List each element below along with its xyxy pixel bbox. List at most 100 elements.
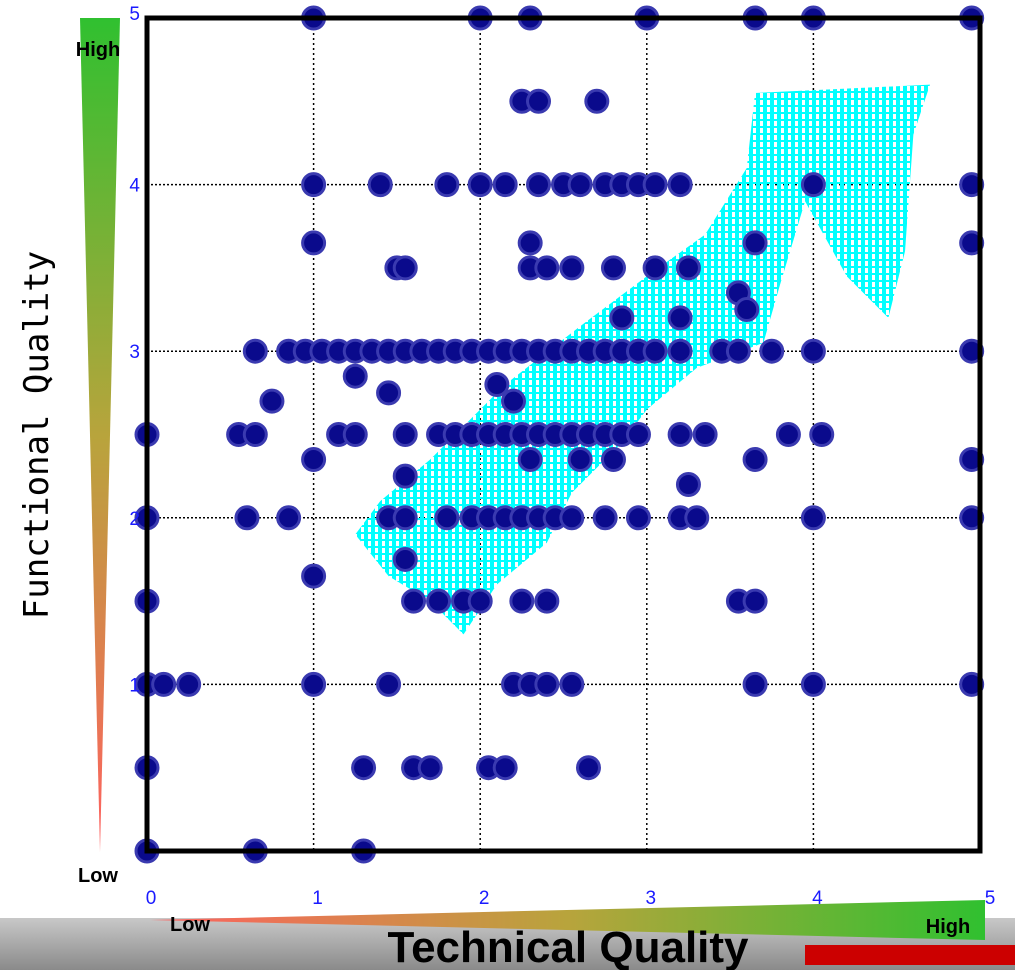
x-scale-wedge (150, 900, 985, 940)
x-tick-label: 5 (985, 888, 996, 909)
data-point (684, 505, 710, 531)
data-point (259, 388, 285, 414)
data-point (517, 230, 543, 256)
data-point (742, 671, 768, 697)
x-axis-title: Technical Quality (387, 923, 749, 970)
data-point (734, 297, 760, 323)
data-point (301, 563, 327, 589)
y-scale-wedge (80, 18, 120, 852)
y-tick-label: 5 (129, 4, 140, 25)
data-point (675, 471, 701, 497)
data-point (534, 671, 560, 697)
x-tick-labels: 0 1 2 3 4 5 (146, 888, 996, 909)
data-point (526, 172, 552, 198)
data-point (800, 172, 826, 198)
data-point (392, 422, 418, 447)
data-point (567, 172, 593, 198)
data-point (559, 255, 585, 281)
data-point (467, 588, 493, 614)
data-point (176, 671, 202, 697)
data-point (509, 588, 535, 614)
x-low-label: Low (170, 914, 210, 936)
footer-accent (805, 945, 1015, 965)
data-point (742, 588, 768, 614)
data-point (392, 546, 418, 572)
data-point (625, 422, 651, 447)
data-point (667, 422, 693, 447)
data-point (959, 446, 985, 472)
data-point (959, 671, 985, 697)
data-point (625, 505, 651, 531)
data-point (301, 172, 327, 198)
data-point (376, 671, 402, 697)
data-point (592, 505, 618, 531)
data-point (959, 505, 985, 531)
data-point (434, 505, 460, 531)
data-point (609, 305, 635, 331)
data-point (959, 172, 985, 198)
data-point (642, 338, 668, 364)
data-point (492, 172, 518, 198)
data-point (584, 88, 610, 114)
x-high-label: High (926, 916, 970, 938)
data-point (800, 505, 826, 531)
data-point (276, 505, 302, 531)
data-point (401, 588, 427, 614)
data-point (809, 422, 835, 447)
data-point (242, 338, 268, 364)
data-point (526, 88, 552, 114)
data-point (742, 446, 768, 472)
data-point (559, 671, 585, 697)
x-tick-label: 4 (812, 888, 823, 909)
data-point (742, 230, 768, 256)
data-point (392, 463, 418, 489)
data-point (342, 363, 368, 389)
data-point (642, 255, 668, 281)
y-high-label: High (76, 39, 120, 61)
data-point (600, 255, 626, 281)
data-point (559, 505, 585, 531)
y-tick-labels: 1 2 3 4 5 (129, 4, 140, 696)
data-point (959, 230, 985, 256)
y-tick-label: 4 (129, 176, 140, 197)
data-point (417, 755, 443, 781)
data-point (501, 388, 527, 414)
data-point (301, 446, 327, 472)
data-point (367, 172, 393, 198)
data-point (534, 588, 560, 614)
data-point (667, 305, 693, 331)
data-point (426, 588, 452, 614)
x-tick-label: 1 (312, 888, 323, 909)
data-point (667, 172, 693, 198)
data-point (392, 255, 418, 281)
data-point (534, 255, 560, 281)
data-point (301, 230, 327, 256)
data-point (775, 422, 801, 447)
y-axis-title: Functional Quality (17, 251, 57, 619)
data-point (692, 422, 718, 447)
y-low-label: Low (78, 865, 118, 887)
x-tick-label: 0 (146, 888, 157, 909)
data-point (151, 671, 177, 697)
data-point (434, 172, 460, 198)
data-point (642, 172, 668, 198)
data-point (667, 338, 693, 364)
y-tick-label: 1 (129, 675, 140, 696)
data-point (376, 380, 402, 406)
data-point (484, 372, 510, 398)
plot-frame (144, 15, 983, 854)
data-point (675, 255, 701, 281)
data-point (234, 505, 260, 531)
data-point (517, 446, 543, 472)
data-point (492, 755, 518, 781)
data-point (759, 338, 785, 364)
data-point (800, 671, 826, 697)
y-tick-label: 3 (129, 342, 140, 363)
x-tick-label: 2 (479, 888, 490, 909)
data-point (342, 422, 368, 447)
data-point (600, 446, 626, 472)
data-point (725, 338, 751, 364)
y-tick-label: 2 (129, 509, 140, 530)
data-point (351, 755, 377, 781)
